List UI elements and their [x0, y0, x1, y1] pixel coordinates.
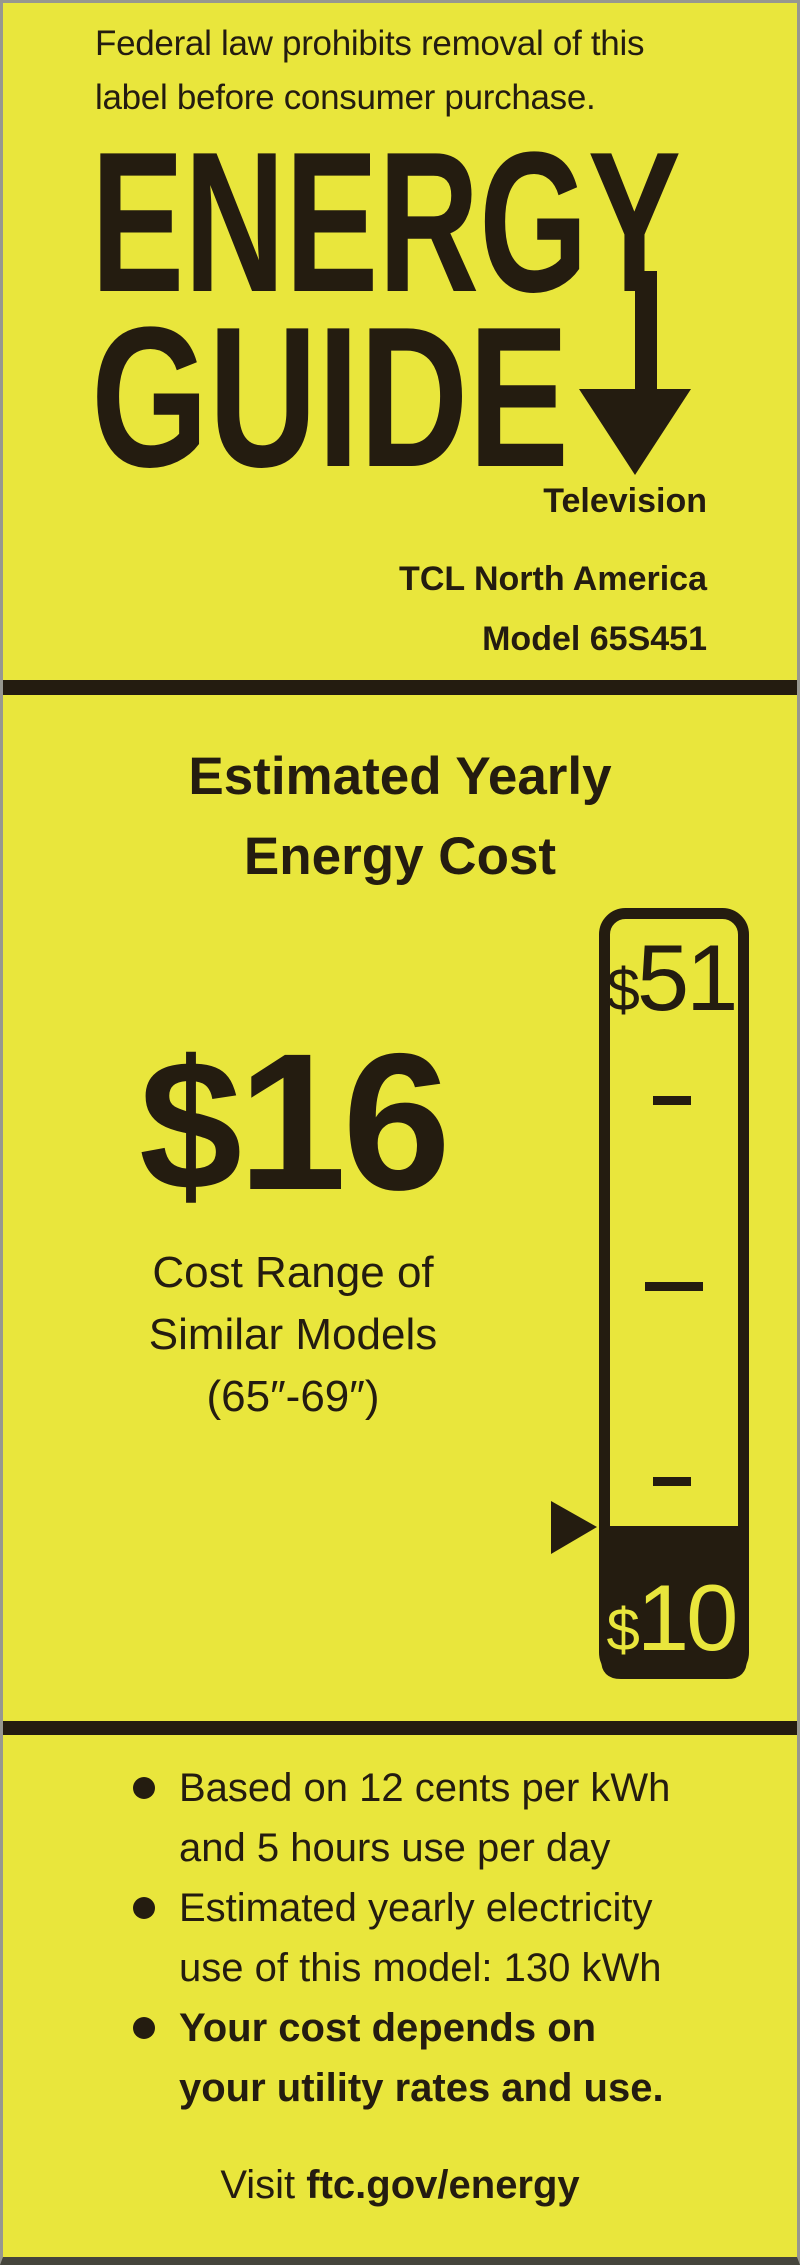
model-number: Model 65S451: [482, 620, 707, 658]
footnote-cost-disclaimer: Your cost depends on your utility rates …: [133, 1998, 713, 2118]
bullet-icon: [133, 1777, 155, 1799]
scale-max-amount: 51: [636, 925, 739, 1030]
scale-max-label: $51: [596, 931, 746, 1025]
scale-max-currency: $: [606, 956, 640, 1023]
cost-range-note: Cost Range of Similar Models (65″-69″): [148, 1248, 438, 1421]
footnote-text: Your cost depends on your utility rates …: [179, 2006, 664, 2110]
scale-min-block: [601, 1526, 747, 1679]
footnote-list: Based on 12 cents per kWh and 5 hours us…: [133, 1758, 713, 2118]
scale-tick-lower: [653, 1477, 691, 1486]
scale-pointer-icon: [551, 1501, 597, 1554]
scale-min-currency: $: [606, 1596, 640, 1663]
federal-law-notice: Federal law prohibits removal of this la…: [95, 24, 645, 117]
section-divider-top: [3, 680, 797, 695]
energy-guide-logo: ENERGY GUIDE: [91, 141, 691, 491]
footnote-text: Estimated yearly electricity use of this…: [179, 1886, 662, 1990]
bullet-icon: [133, 1897, 155, 1919]
scale-tick-middle: [645, 1282, 703, 1291]
ftc-url: ftc.gov/energy: [306, 2163, 580, 2207]
footnote-rate-assumption: Based on 12 cents per kWh and 5 hours us…: [133, 1758, 713, 1878]
scale-tick-upper: [653, 1096, 691, 1105]
logo-word-energy: ENERGY: [91, 141, 681, 334]
cost-currency-symbol: $: [139, 1023, 242, 1229]
visit-prefix: Visit: [220, 2163, 296, 2207]
scale-min-amount: 10: [636, 1565, 739, 1670]
product-type: Television: [543, 482, 707, 520]
down-arrow-icon: [579, 271, 691, 475]
estimated-cost-heading: Estimated Yearly Energy Cost: [188, 747, 612, 886]
logo-word-guide: GUIDE: [91, 286, 569, 491]
cost-range-scale: [551, 908, 749, 1679]
scale-min-label: $10: [596, 1571, 746, 1665]
footnote-electricity-use: Estimated yearly electricity use of this…: [133, 1878, 713, 1998]
footnote-text: Based on 12 cents per kWh and 5 hours us…: [179, 1766, 671, 1870]
visit-line: Visit ftc.gov/energy: [3, 2155, 797, 2215]
brand-name: TCL North America: [399, 560, 707, 598]
section-divider-bottom: [3, 1721, 797, 1735]
bullet-icon: [133, 2017, 155, 2039]
estimated-yearly-cost-value: $16: [3, 1025, 583, 1220]
cost-amount: 16: [237, 1013, 451, 1231]
